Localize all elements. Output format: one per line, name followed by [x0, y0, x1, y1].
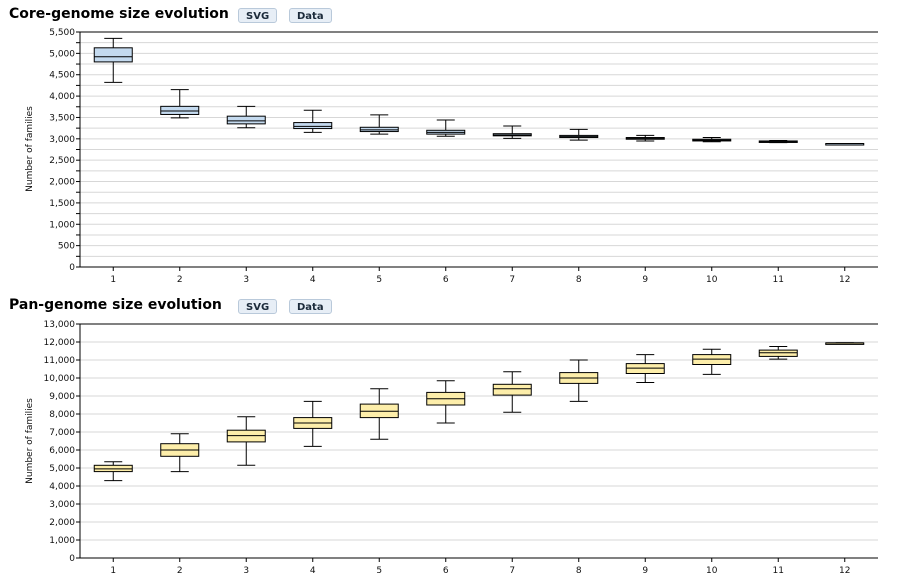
y-tick-label: 3,500 [49, 113, 75, 123]
y-tick-label: 11,000 [44, 356, 76, 366]
box-6 [426, 380, 466, 424]
x-tick-label: 7 [509, 566, 515, 576]
pan-genome-chart: 0 1,000 2,000 3,000 4,000 5,000 6,000 7,000 8,00… [25, 320, 878, 576]
box-5 [359, 388, 399, 440]
box-iqr [226, 115, 266, 125]
y-tick-label: 3,000 [49, 500, 75, 510]
y-tick-label: 13,000 [44, 320, 76, 330]
x-tick-label: 5 [376, 566, 382, 576]
y-axis-title: Number of families [25, 398, 35, 484]
x-tick-label: 12 [839, 566, 850, 576]
box-12 [825, 342, 865, 345]
y-tick-label: 1,000 [49, 536, 75, 546]
chart-title: Core-genome size evolution [9, 6, 229, 22]
box-8 [559, 359, 599, 402]
box-1 [93, 461, 133, 482]
x-tick-label: 11 [773, 275, 784, 285]
x-tick-label: 3 [243, 566, 249, 576]
y-tick-label: 2,000 [49, 518, 75, 528]
y-tick-label: 4,500 [49, 71, 75, 81]
box-1 [93, 37, 133, 83]
pan-genome-panel: Pan-genome size evolution SVG Data 0 1,00… [0, 291, 900, 583]
y-axis-ticks: 0 1,000 2,000 3,000 4,000 5,000 6,000 7,000 8,00… [44, 320, 80, 564]
core-data-button[interactable]: Data [289, 8, 332, 23]
x-axis-ticks: 1 2 3 4 5 6 7 8 9 10 11 12 [110, 267, 850, 285]
boxes [93, 342, 865, 482]
x-tick-label: 3 [243, 275, 249, 285]
box-4 [293, 109, 333, 133]
box-9 [625, 354, 665, 383]
box-9 [625, 134, 665, 142]
box-8 [559, 128, 599, 141]
x-tick-label: 6 [443, 275, 449, 285]
box-3 [226, 105, 266, 129]
x-tick-label: 11 [773, 566, 784, 576]
y-tick-label: 12,000 [44, 338, 76, 348]
boxes [93, 37, 865, 146]
x-tick-label: 7 [509, 275, 515, 285]
pan-svg-button[interactable]: SVG [238, 299, 278, 314]
x-tick-label: 6 [443, 566, 449, 576]
y-tick-label: 9,000 [49, 392, 75, 402]
y-tick-label: 10,000 [44, 374, 76, 384]
box-11 [758, 140, 798, 144]
box-iqr [160, 105, 200, 115]
x-tick-label: 4 [310, 275, 316, 285]
y-tick-label: 0 [69, 554, 75, 564]
core-genome-chart: 0 500 1,000 1,500 2,000 2,500 3,000 3,500 4,000 4… [25, 28, 878, 285]
y-tick-label: 3,000 [49, 135, 75, 145]
y-tick-label: 1,500 [49, 199, 75, 209]
x-tick-label: 2 [177, 566, 183, 576]
box-7 [492, 371, 532, 413]
box-iqr [492, 383, 532, 396]
y-axis-title: Number of families [25, 106, 35, 192]
box-5 [359, 114, 399, 135]
y-tick-label: 1,000 [49, 220, 75, 230]
y-tick-label: 2,000 [49, 178, 75, 188]
box-6 [426, 119, 466, 137]
x-tick-label: 8 [576, 566, 582, 576]
y-tick-label: 5,500 [49, 28, 75, 38]
x-tick-label: 4 [310, 566, 316, 576]
x-tick-label: 2 [177, 275, 183, 285]
x-tick-label: 9 [642, 566, 648, 576]
y-tick-label: 6,000 [49, 446, 75, 456]
box-3 [226, 416, 266, 466]
x-tick-label: 10 [706, 275, 718, 285]
y-tick-label: 5,000 [49, 49, 75, 59]
y-tick-label: 2,500 [49, 156, 75, 166]
x-tick-label: 12 [839, 275, 850, 285]
box-7 [492, 125, 532, 139]
box-2 [160, 89, 200, 119]
gridlines [80, 31, 878, 257]
x-axis-ticks: 1 2 3 4 5 6 7 8 9 10 11 12 [110, 558, 850, 576]
box-4 [293, 400, 333, 447]
box-2 [160, 433, 200, 473]
x-tick-label: 1 [110, 566, 116, 576]
y-tick-label: 4,000 [49, 92, 75, 102]
core-genome-panel: Core-genome size evolution SVG Data 0 500… [0, 0, 900, 290]
box-12 [825, 143, 865, 146]
y-tick-label: 500 [58, 242, 75, 252]
y-tick-label: 7,000 [49, 428, 75, 438]
box-10 [692, 348, 732, 375]
box-iqr [293, 122, 333, 130]
x-tick-label: 9 [642, 275, 648, 285]
core-svg-button[interactable]: SVG [238, 8, 278, 23]
y-tick-label: 5,000 [49, 464, 75, 474]
y-tick-label: 0 [69, 263, 75, 273]
box-iqr [93, 47, 133, 63]
pan-data-button[interactable]: Data [289, 299, 332, 314]
box-11 [758, 346, 798, 360]
box-10 [692, 137, 732, 143]
x-tick-label: 10 [706, 566, 718, 576]
y-tick-label: 4,000 [49, 482, 75, 492]
gridlines [80, 323, 878, 541]
x-tick-label: 1 [110, 275, 116, 285]
x-tick-label: 5 [376, 275, 382, 285]
y-tick-label: 8,000 [49, 410, 75, 420]
x-tick-label: 8 [576, 275, 582, 285]
chart-title: Pan-genome size evolution [9, 297, 222, 313]
y-axis-ticks: 0 500 1,000 1,500 2,000 2,500 3,000 3,500 4,000 4… [49, 28, 80, 273]
